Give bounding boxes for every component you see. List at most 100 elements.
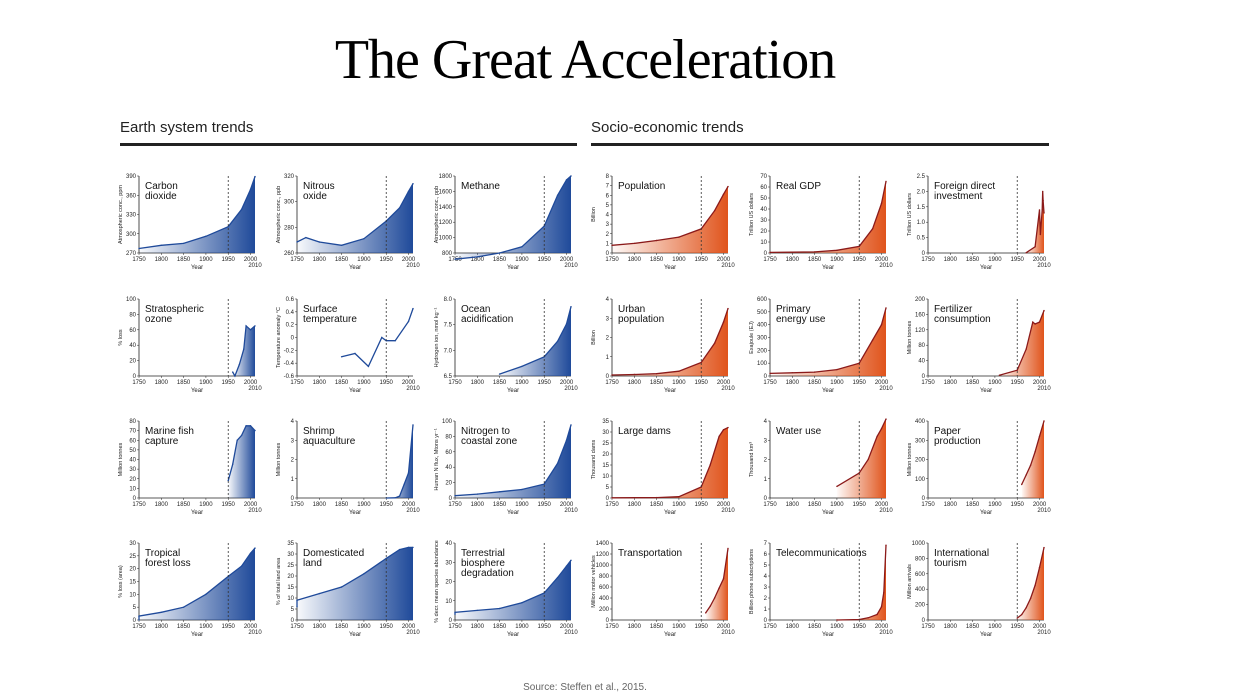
data-area [455,424,571,498]
x-axis-label: Year [822,265,834,271]
x-axis-label: Year [980,265,992,271]
data-point [318,592,320,595]
data-point [232,371,234,373]
x-tick-label: 2000 [244,380,258,386]
data-point [407,320,410,323]
data-point [363,238,365,240]
x-tick-label: 1950 [1011,380,1025,386]
data-point [1025,607,1027,609]
y-tick-label: 2.5 [917,174,926,180]
data-point [340,244,343,246]
x-end-label: 2010 [564,630,578,636]
x-tick-label: 1850 [966,380,980,386]
y-axis-label: Atmospheric conc., ppm [118,185,124,244]
x-tick-label: 1950 [380,380,394,386]
x-tick-label: 1850 [493,624,507,630]
data-point [454,613,456,615]
x-tick-label: 1950 [695,624,709,630]
data-point [1034,451,1036,453]
data-area [228,425,255,498]
data-point [381,336,383,339]
x-end-label: 2010 [1037,263,1051,269]
data-point [1034,584,1036,587]
y-tick-label: 40 [760,207,767,213]
x-tick-label: 1800 [944,502,958,508]
data-point [254,429,256,432]
y-tick-label: 300 [126,232,137,238]
y-tick-label: 3 [764,585,768,591]
x-tick-label: 1850 [650,257,664,263]
data-point [1034,246,1036,248]
panel-title: land [303,558,322,569]
x-axis-label: Year [507,388,519,394]
x-tick-label: 1900 [988,380,1002,386]
x-end-label: 2010 [406,508,420,514]
x-tick-label: 1900 [199,257,213,263]
data-point [727,547,729,550]
data-point [1021,613,1023,616]
x-tick-label: 1750 [448,624,462,630]
data-point [138,615,140,617]
x-tick-label: 1850 [966,502,980,508]
x-tick-label: 1900 [988,624,1002,630]
y-tick-label: 0 [449,496,453,502]
y-tick-label: 0 [606,496,610,502]
data-point [813,371,816,373]
data-point [880,428,883,430]
data-point [296,599,298,601]
data-area [836,545,886,620]
data-point [254,325,256,327]
data-point [611,497,613,499]
data-point [1043,546,1045,549]
data-point [1034,323,1036,325]
chart-panel: 0 0.5 1.0 1.5 2.0 2.5 1750 1800 1850 1900 1950 2000… [907,174,1051,271]
panel-title: Primary [776,304,810,315]
x-tick-label: 1900 [515,502,529,508]
x-tick-label: 1750 [132,257,146,263]
x-tick-label: 2000 [560,502,574,508]
x-tick-label: 1900 [830,380,844,386]
data-point [1032,321,1034,323]
panel-title: Terrestrial [461,548,505,559]
y-tick-label: 25 [602,441,609,447]
data-point [363,573,365,575]
x-end-label: 2010 [721,508,735,514]
panel-title: Population [618,181,665,192]
data-area [455,560,571,620]
x-end-label: 2010 [248,630,262,636]
x-tick-label: 1800 [155,502,169,508]
data-point [727,185,729,188]
x-tick-label: 1850 [335,624,349,630]
x-tick-label: 1800 [628,380,642,386]
data-point [1043,309,1045,312]
data-point [1043,212,1045,214]
x-tick-label: 1850 [650,502,664,508]
data-point [678,496,680,498]
y-tick-label: 0 [764,374,768,380]
chart-panel: 0 10 20 30 40 50 60 70 1750 1800 1850 1900 1950 20002… [749,174,893,271]
data-point [412,424,414,426]
data-point [565,439,568,441]
x-tick-label: 2000 [560,624,574,630]
data-point [1025,474,1027,476]
y-axis-label: % decr. mean species abundance [434,540,440,623]
x-tick-label: 1900 [199,380,213,386]
x-tick-label: 1800 [628,257,642,263]
data-point [454,258,456,260]
y-tick-label: 0 [922,251,926,257]
data-point [858,245,860,248]
x-axis-label: Year [822,388,834,394]
y-tick-label: 300 [757,336,768,342]
data-area [836,419,886,498]
data-point [880,202,883,205]
y-tick-label: 1 [606,355,610,361]
y-tick-label: 1400 [596,541,610,547]
x-tick-label: 1750 [448,380,462,386]
data-point [305,236,307,239]
x-tick-label: 1850 [177,624,191,630]
y-axis-label: Trillion US dollars [907,193,913,236]
y-tick-label: 60 [760,185,767,191]
x-end-label: 2010 [248,263,262,269]
y-tick-label: 160 [915,312,926,318]
